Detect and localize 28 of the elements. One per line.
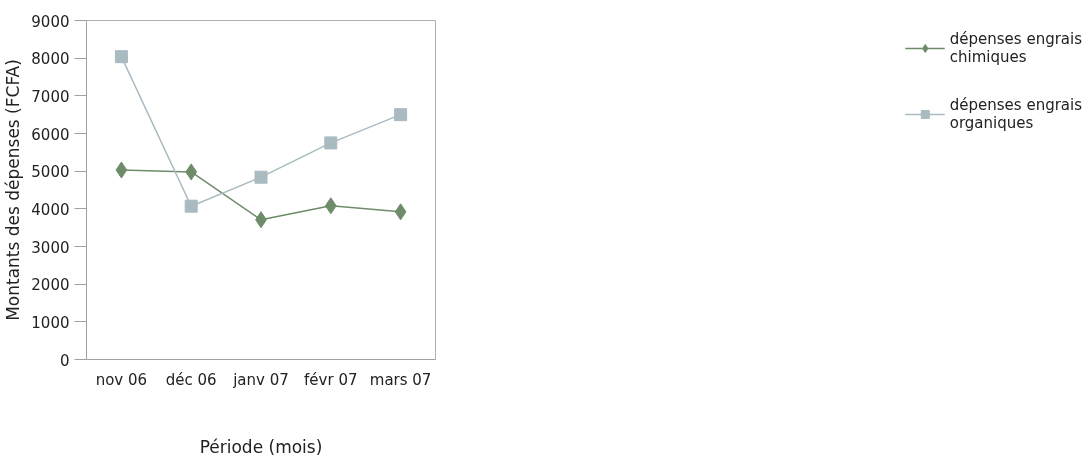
y-tick-label: 9000 [31,12,70,31]
x-tick-label: mars 07 [369,370,432,389]
point [324,136,338,150]
y-tick-label: 6000 [31,125,70,144]
legend-label: dépenses engrais chimiques [949,30,1082,66]
y-tick-label: 0 [59,351,70,370]
y-tick-label: 8000 [31,50,70,69]
point [184,199,198,213]
x-tick-label: nov 06 [95,370,148,389]
point [185,163,198,181]
y-axis-title: Montants des dépenses (FCFA) [3,59,24,321]
point [324,197,337,215]
y-tick-label: 1000 [31,313,70,332]
y-tick-label: 4000 [31,200,70,219]
point [394,203,407,221]
point [254,170,268,184]
y-tick-label: 3000 [31,238,70,257]
y-tick-label: 2000 [31,276,70,295]
legend-label: dépenses engrais organiques [949,96,1082,132]
point [394,108,408,122]
x-tick-label: févr 07 [304,370,358,389]
point [115,161,128,179]
x-tick-label: janv 07 [232,370,289,389]
y-tick-label: 5000 [31,163,70,182]
x-tick-label: déc 06 [165,370,217,389]
point [114,50,128,64]
y-tick-label: 7000 [31,87,70,106]
x-axis-title: Période (mois) [199,436,323,457]
